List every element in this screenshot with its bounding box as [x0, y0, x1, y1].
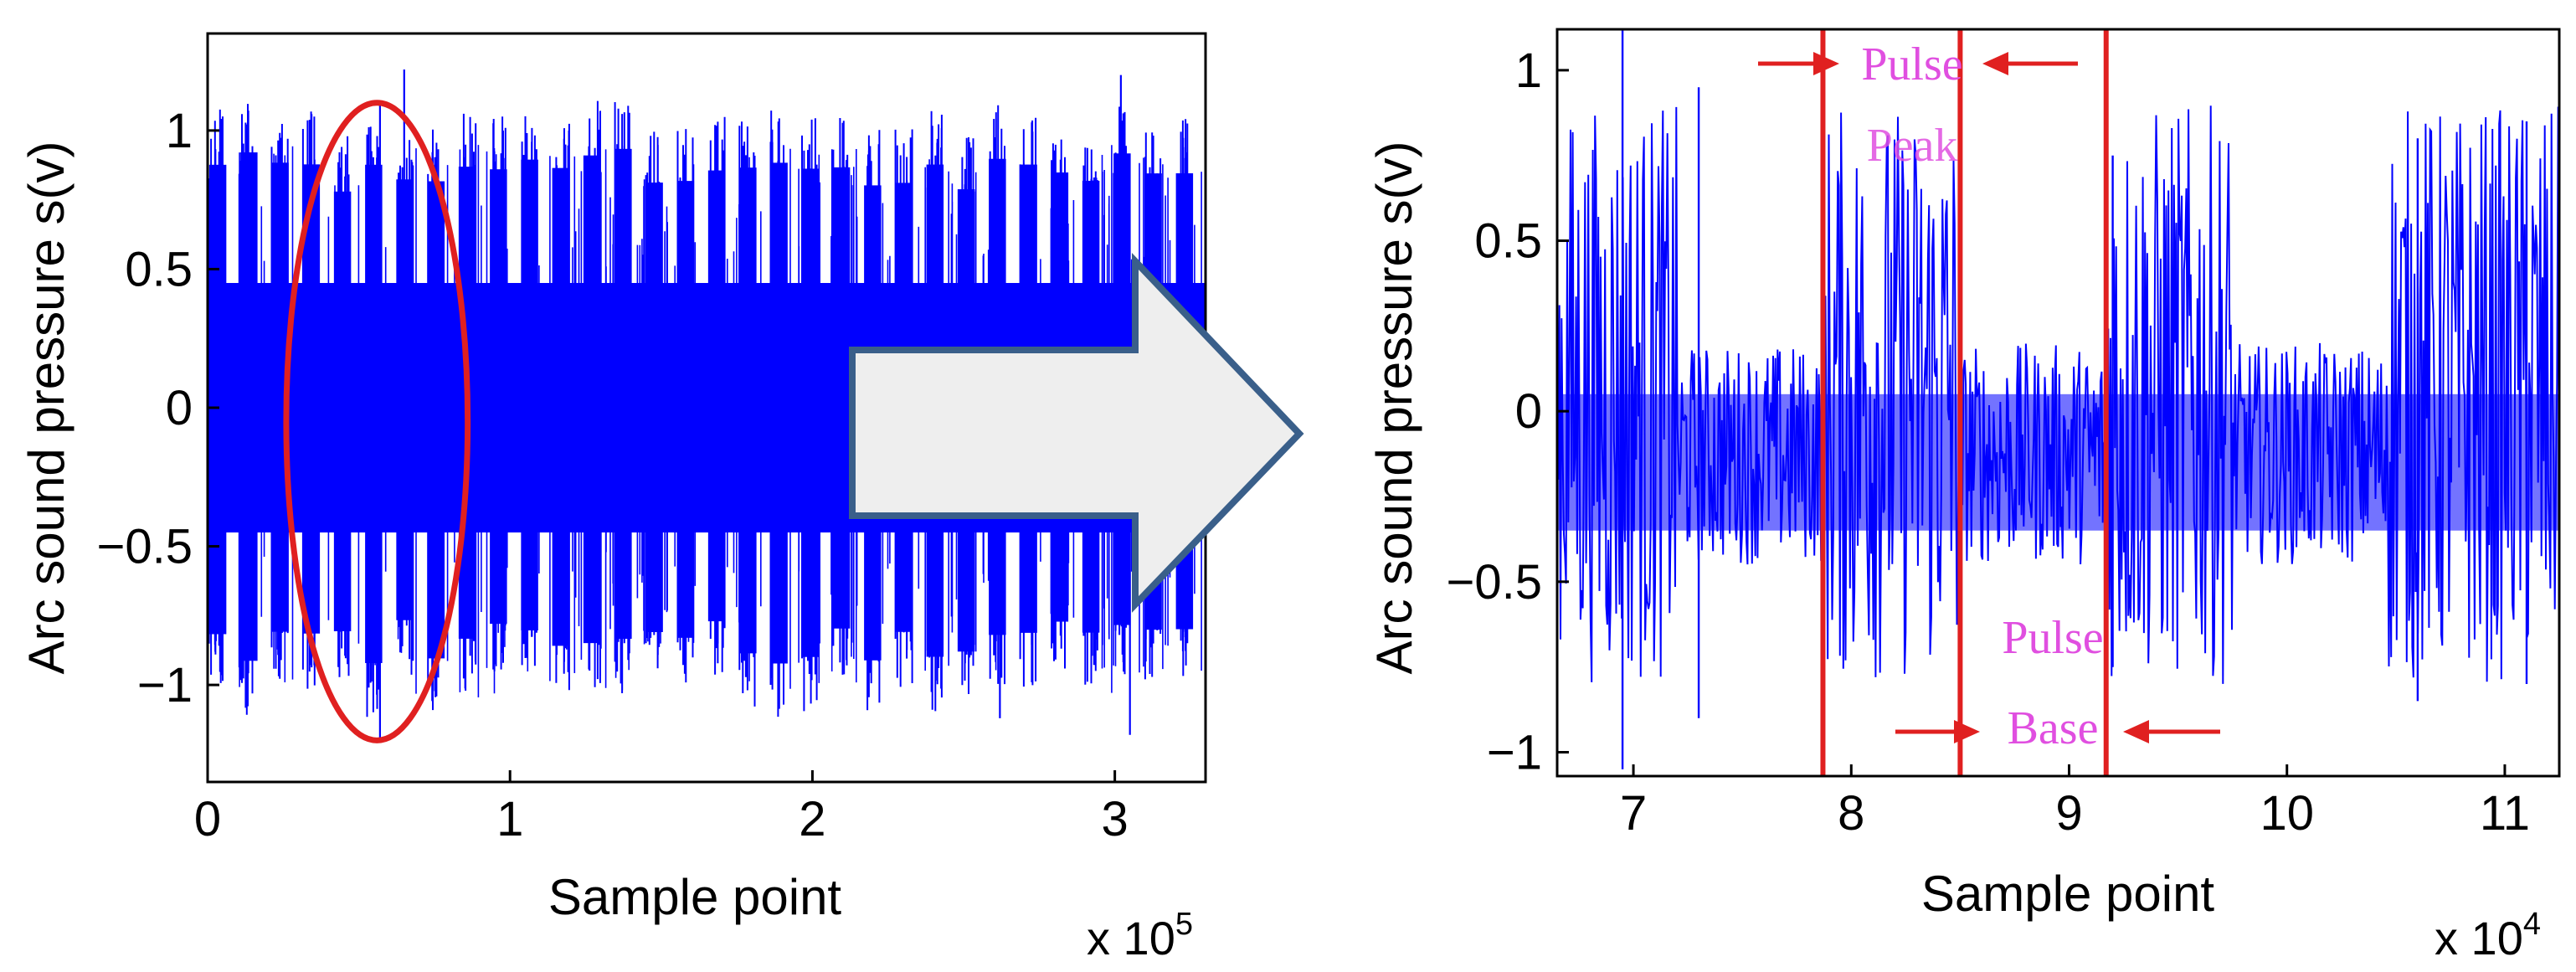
right-ytick-label: −1 — [1487, 725, 1542, 779]
pulse-peak-arrow-right — [1982, 52, 2078, 75]
left-xtick-label: 1 — [496, 792, 523, 846]
pulse-peak-label-line1: Pulse — [1861, 39, 1962, 90]
left-ytick-label: 0 — [166, 381, 193, 435]
left-xtick-label: 2 — [799, 792, 825, 846]
right-plot-frame — [1555, 28, 2561, 778]
left-xlabel: Sample point — [548, 869, 842, 925]
pulse-base-arrow-right — [2123, 720, 2220, 743]
pulse-peak-annotation: Pulse Peak — [1758, 39, 2078, 172]
left-pulse-spikes — [769, 111, 784, 717]
left-pulse-spikes — [555, 123, 570, 691]
left-ytick-label: 0.5 — [125, 242, 193, 296]
pulse-peak-arrow-left — [1758, 52, 1839, 75]
right-vlines — [1820, 29, 2109, 776]
right-ytick-label: 1 — [1515, 44, 1542, 98]
left-x-multiplier: x 105 — [1087, 907, 1193, 964]
right-ylabel: Arc sound pressure s(v) — [1366, 141, 1422, 675]
left-ytick-label: −0.5 — [97, 520, 193, 574]
pulse-peak-label-line2: Peak — [1867, 120, 1958, 172]
right-xlabel: Sample point — [1921, 866, 2215, 922]
right-outlier-spikes — [1621, 29, 2528, 769]
pulse-base-label-line2: Base — [2008, 702, 2099, 754]
right-x-multiplier: x 104 — [2435, 907, 2541, 964]
right-xtick-label: 10 — [2260, 786, 2314, 841]
pulse-base-annotation: Pulse Base — [1895, 612, 2220, 754]
right-xtick-label: 9 — [2055, 786, 2082, 841]
right-ytick-label: 0.5 — [1474, 214, 1542, 269]
right-signal-trace — [1556, 105, 2560, 684]
right-ytick-label: −0.5 — [1447, 555, 1543, 609]
left-ylabel: Arc sound pressure s(v) — [18, 141, 75, 675]
right-signal — [1556, 29, 2560, 769]
right-xtick-label: 8 — [1838, 786, 1864, 841]
left-ticks: 0 1 2 3 1 0.5 0 −0.5 −1 — [97, 104, 1129, 846]
pulse-base-arrow-left — [1895, 720, 1980, 743]
pulse-base-label-line1: Pulse — [2002, 612, 2103, 664]
left-x-multiplier-exp: 5 — [1175, 907, 1193, 942]
left-pulse-spikes — [676, 129, 695, 683]
left-highlight-ellipse — [283, 100, 471, 743]
left-ytick-label: 1 — [166, 104, 193, 158]
right-ytick-label: 0 — [1515, 384, 1542, 439]
left-pulse-spikes — [337, 136, 350, 677]
left-ytick-label: −1 — [137, 658, 193, 712]
right-x-multiplier-exp: 4 — [2523, 907, 2541, 942]
right-xtick-label: 7 — [1620, 786, 1647, 841]
right-xtick-label: 11 — [2480, 786, 2530, 841]
left-xtick-label: 3 — [1102, 792, 1129, 846]
left-x-multiplier-base: x 10 — [1087, 912, 1175, 964]
right-base-band — [1557, 393, 2559, 531]
right-x-multiplier-base: x 10 — [2435, 912, 2523, 964]
transition-arrow — [849, 252, 1304, 613]
left-xtick-label: 0 — [194, 792, 221, 846]
left-chart: 0 1 2 3 1 0.5 0 −0.5 −1 Sample point Arc sound p… — [18, 32, 1207, 964]
